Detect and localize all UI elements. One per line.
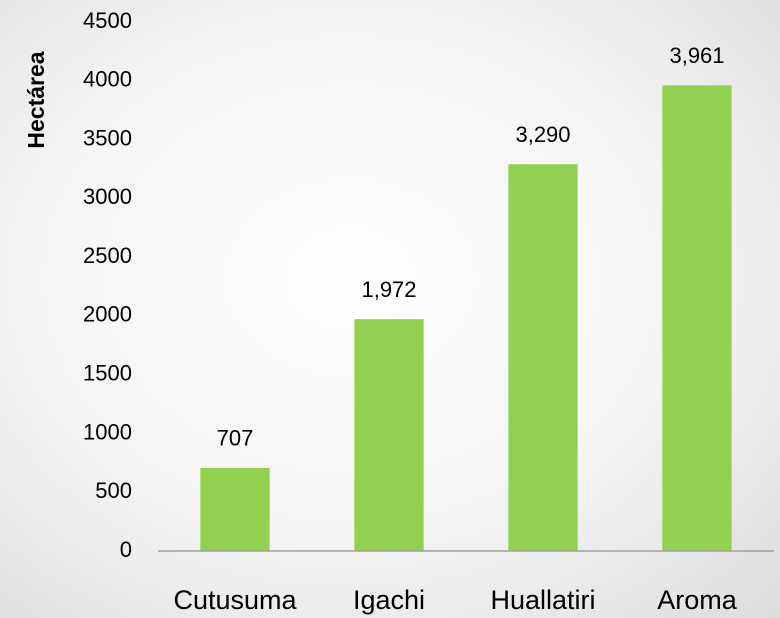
x-tick-label: Igachi — [353, 585, 425, 615]
x-tick-label: Cutusuma — [173, 585, 297, 615]
bar — [662, 85, 732, 552]
x-tick-label: Aroma — [657, 585, 738, 615]
y-axis-label: Hectárea — [23, 51, 49, 148]
y-tick-label: 3000 — [83, 184, 132, 209]
y-tick-label: 3500 — [83, 125, 132, 150]
y-tick-label: 2500 — [83, 243, 132, 268]
y-tick-label: 500 — [95, 478, 132, 503]
y-tick-label: 1000 — [83, 419, 132, 444]
data-label: 3,290 — [515, 122, 570, 147]
data-label: 3,961 — [669, 43, 724, 68]
bar — [354, 319, 424, 551]
bar — [200, 467, 270, 551]
y-tick-label: 1500 — [83, 360, 132, 385]
x-tick-label: Huallatiri — [490, 585, 595, 615]
y-tick-label: 2000 — [83, 302, 132, 327]
y-tick-label: 4500 — [83, 8, 132, 33]
data-label: 707 — [217, 426, 254, 451]
bar — [508, 164, 578, 551]
y-tick-label: 0 — [120, 537, 132, 562]
data-label: 1,972 — [361, 277, 416, 302]
y-tick-label: 4000 — [83, 67, 132, 92]
